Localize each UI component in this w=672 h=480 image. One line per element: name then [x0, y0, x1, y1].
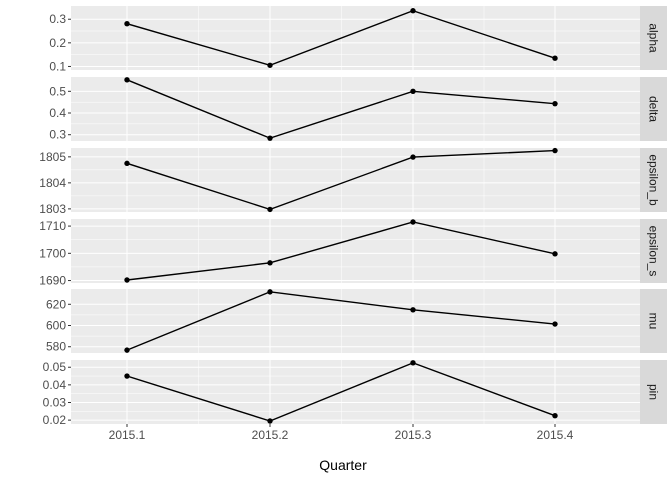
- panel-background: [71, 148, 640, 212]
- data-point: [552, 251, 558, 257]
- data-point: [124, 277, 130, 283]
- y-tick-label: 0.05: [43, 360, 67, 374]
- data-point: [552, 321, 558, 327]
- facet-strip: [640, 77, 667, 141]
- data-point: [552, 100, 558, 107]
- data-point: [267, 289, 273, 295]
- data-point: [410, 307, 416, 313]
- y-tick-label: 0.03: [43, 395, 67, 409]
- x-tick-label: 2015.1: [109, 428, 146, 442]
- data-point: [410, 8, 416, 14]
- data-point: [552, 55, 558, 61]
- y-tick-label: 620: [46, 297, 66, 311]
- data-point: [410, 360, 416, 366]
- x-axis-title: Quarter: [319, 457, 367, 473]
- series-line-alpha: [126, 9, 556, 67]
- x-tick-label: 2015.3: [395, 428, 432, 442]
- panel-background: [71, 6, 640, 70]
- data-point: [124, 21, 130, 27]
- x-tick-label: 2015.2: [252, 428, 289, 442]
- data-point: [552, 413, 558, 419]
- series-line-delta: [126, 79, 556, 139]
- y-tick-label: 1690: [39, 274, 66, 288]
- facet-strip: [640, 148, 667, 212]
- facet-strip-label: epsilon_b: [647, 154, 661, 206]
- facet-strip-label: pin: [647, 384, 661, 400]
- facet-strip: [640, 6, 667, 70]
- facet-strip: [640, 360, 667, 424]
- facet-panel-alpha: 0.1 0.2 0.3 alpha: [49, 6, 667, 73]
- data-point: [124, 160, 130, 167]
- facet-strip: [640, 219, 667, 283]
- facet-panel-epsilon_b: 1803 1804 1805 epsilon_b: [39, 147, 667, 216]
- series-line-epsilon_b: [126, 149, 556, 211]
- data-point: [124, 77, 130, 83]
- facet-panel-mu: 580 600 620 mu: [46, 289, 667, 354]
- data-point: [124, 373, 130, 379]
- data-point: [267, 135, 273, 141]
- y-tick-label: 0.04: [43, 378, 67, 392]
- y-tick-label: 0.4: [49, 106, 66, 120]
- panel-background: [71, 360, 640, 424]
- facet-strip-label: alpha: [647, 23, 661, 53]
- y-tick-label: 1710: [39, 219, 66, 233]
- data-point: [267, 206, 273, 213]
- x-axis: 2015.1 2015.2 2015.3 2015.4: [109, 424, 574, 442]
- panel-background: [71, 289, 640, 353]
- series-line-epsilon_s: [126, 221, 556, 281]
- facet-strip-label: delta: [647, 96, 661, 122]
- series-line-pin: [126, 362, 556, 422]
- y-tick-label: 1803: [39, 202, 66, 216]
- y-tick-label: 0.1: [49, 59, 66, 73]
- panel-background: [71, 77, 640, 141]
- y-tick-label: 0.5: [49, 84, 66, 98]
- data-point: [267, 260, 273, 266]
- series-line-mu: [126, 291, 556, 351]
- y-tick-label: 1804: [39, 176, 66, 190]
- y-tick-label: 1805: [39, 150, 66, 164]
- data-point: [267, 62, 273, 68]
- y-tick-label: 600: [46, 319, 66, 333]
- facet-strip-label: epsilon_s: [647, 226, 661, 277]
- facet-panel-pin: 0.02 0.03 0.04 0.05 pin: [43, 360, 667, 427]
- y-tick-label: 0.3: [49, 12, 66, 26]
- facet-strip: [640, 289, 667, 353]
- y-tick-label: 0.3: [49, 128, 66, 142]
- x-tick-label: 2015.4: [537, 428, 574, 442]
- y-tick-label: 0.02: [43, 413, 67, 427]
- facet-panels: 0.1 0.2 0.3 alpha 0.3 0.4 0.5 delta 1803 1804 1805…: [39, 6, 667, 427]
- data-point: [410, 219, 416, 225]
- data-point: [552, 147, 558, 154]
- facet-strip-label: mu: [647, 313, 661, 330]
- y-tick-label: 0.2: [49, 36, 66, 50]
- data-point: [410, 88, 416, 95]
- data-point: [124, 347, 130, 353]
- y-tick-label: 580: [46, 340, 66, 354]
- data-point: [267, 418, 273, 424]
- facet-panel-epsilon_s: 1690 1700 1710 epsilon_s: [39, 219, 667, 288]
- y-tick-label: 1700: [39, 246, 66, 260]
- facet-panel-delta: 0.3 0.4 0.5 delta: [49, 77, 667, 142]
- data-point: [410, 154, 416, 160]
